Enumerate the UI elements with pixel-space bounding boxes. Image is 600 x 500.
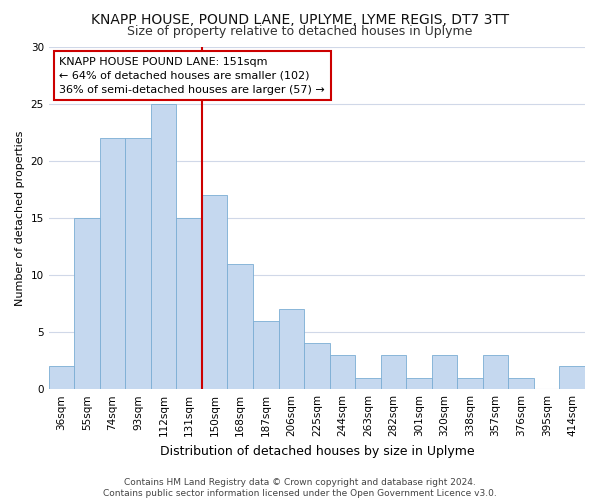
Bar bbox=[508, 378, 534, 389]
Bar bbox=[406, 378, 432, 389]
Bar bbox=[278, 309, 304, 389]
Bar bbox=[100, 138, 125, 389]
Bar bbox=[329, 355, 355, 389]
Text: Size of property relative to detached houses in Uplyme: Size of property relative to detached ho… bbox=[127, 25, 473, 38]
Text: Contains HM Land Registry data © Crown copyright and database right 2024.
Contai: Contains HM Land Registry data © Crown c… bbox=[103, 478, 497, 498]
Bar bbox=[457, 378, 483, 389]
Y-axis label: Number of detached properties: Number of detached properties bbox=[15, 130, 25, 306]
Bar bbox=[125, 138, 151, 389]
Bar bbox=[202, 195, 227, 389]
X-axis label: Distribution of detached houses by size in Uplyme: Distribution of detached houses by size … bbox=[160, 444, 474, 458]
Bar bbox=[227, 264, 253, 389]
Bar bbox=[432, 355, 457, 389]
Bar bbox=[151, 104, 176, 389]
Bar bbox=[253, 320, 278, 389]
Bar bbox=[559, 366, 585, 389]
Bar bbox=[380, 355, 406, 389]
Bar bbox=[304, 344, 329, 389]
Bar bbox=[355, 378, 380, 389]
Bar bbox=[74, 218, 100, 389]
Bar bbox=[483, 355, 508, 389]
Text: KNAPP HOUSE POUND LANE: 151sqm
← 64% of detached houses are smaller (102)
36% of: KNAPP HOUSE POUND LANE: 151sqm ← 64% of … bbox=[59, 57, 325, 95]
Text: KNAPP HOUSE, POUND LANE, UPLYME, LYME REGIS, DT7 3TT: KNAPP HOUSE, POUND LANE, UPLYME, LYME RE… bbox=[91, 12, 509, 26]
Bar bbox=[49, 366, 74, 389]
Bar bbox=[176, 218, 202, 389]
